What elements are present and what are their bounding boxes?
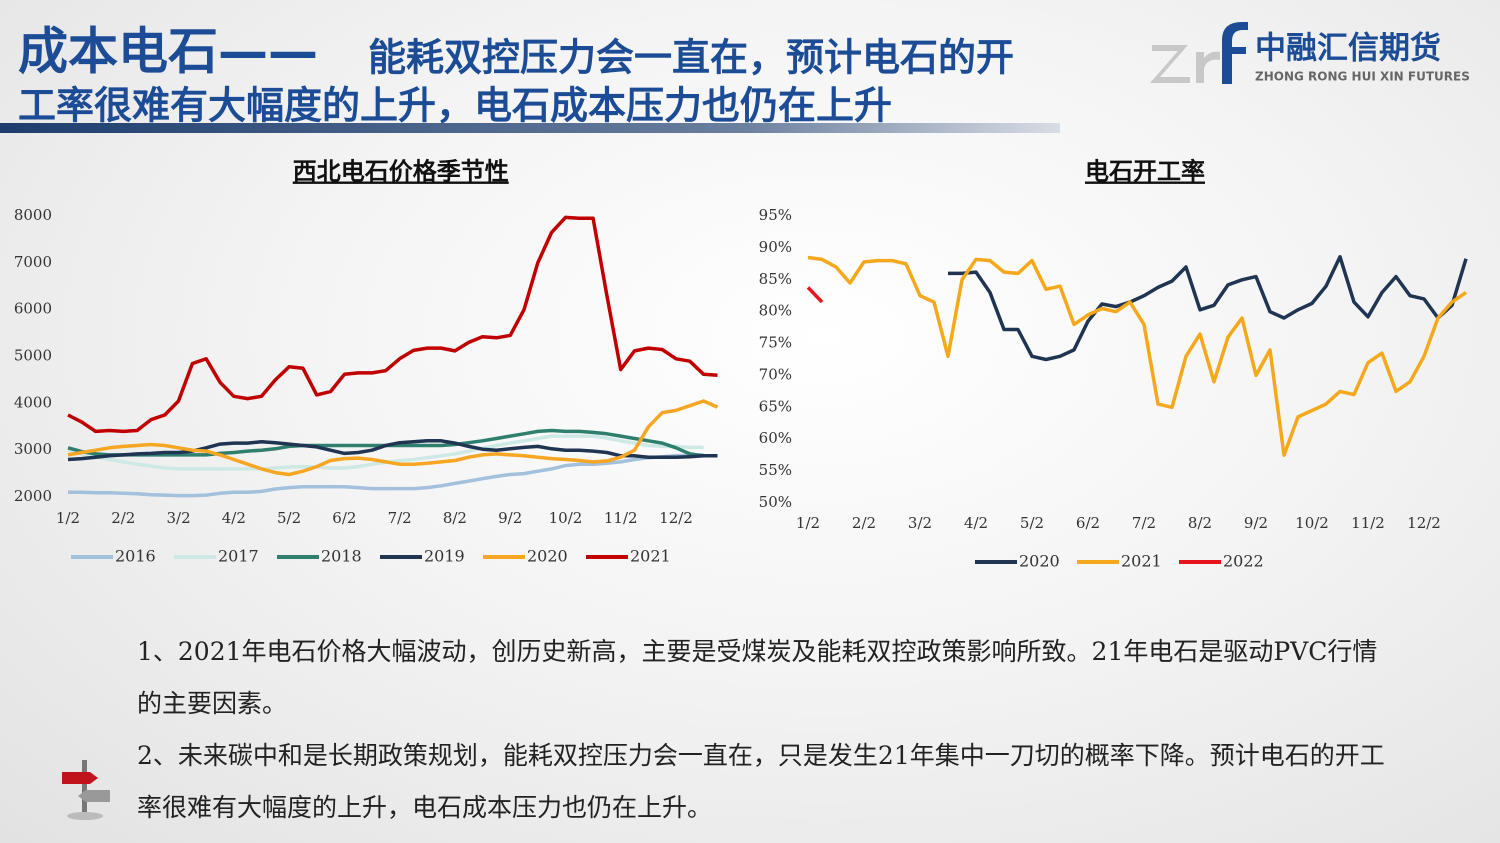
x-tick-label: 11/2 — [604, 509, 638, 527]
company-name-en: ZHONG RONG HUI XIN FUTURES — [1255, 70, 1470, 84]
y-tick-label: 4000 — [14, 393, 52, 411]
series-line — [68, 453, 704, 498]
x-tick-label: 3/2 — [166, 509, 190, 527]
x-tick-label: 2/2 — [111, 509, 135, 527]
x-tick-label: 8/2 — [1188, 514, 1212, 532]
x-tick-label: 9/2 — [1244, 514, 1268, 532]
y-tick-label: 80% — [759, 302, 792, 320]
legend-label: 2020 — [527, 547, 568, 566]
y-tick-label: 95% — [759, 206, 792, 224]
y-tick-label: 3000 — [14, 440, 52, 458]
x-tick-label: 6/2 — [332, 509, 356, 527]
legend-label: 2017 — [218, 547, 259, 566]
x-tick-label: 7/2 — [388, 509, 412, 527]
logo-mark — [1150, 22, 1248, 84]
y-tick-label: 5000 — [14, 347, 52, 365]
x-tick-label: 8/2 — [443, 509, 467, 527]
x-tick-label: 7/2 — [1132, 514, 1156, 532]
legend-label: 2018 — [321, 547, 362, 566]
y-tick-label: 7000 — [14, 253, 52, 271]
x-tick-label: 5/2 — [1020, 514, 1044, 532]
y-tick-label: 75% — [759, 334, 792, 352]
y-tick-label: 50% — [759, 493, 792, 511]
x-tick-label: 1/2 — [56, 509, 80, 527]
y-tick-label: 6000 — [14, 300, 52, 318]
x-tick-label: 10/2 — [549, 509, 583, 527]
y-tick-label: 90% — [759, 238, 792, 256]
note: 2、未来碳中和是长期政策规划，能耗双控压力会一直在，只是发生21年集中一刀切的概… — [137, 741, 1385, 822]
series-line — [806, 286, 824, 304]
legend-label: 2022 — [1223, 552, 1264, 571]
series-line — [67, 215, 718, 434]
x-tick-label: 12/2 — [659, 509, 693, 527]
legend-label: 2016 — [115, 547, 156, 566]
legend-label: 2020 — [1019, 552, 1060, 571]
company-name: 中融汇信期货 — [1255, 31, 1441, 67]
y-tick-label: 65% — [759, 397, 792, 415]
y-tick-label: 8000 — [14, 206, 52, 224]
note: 1、2021年电石价格大幅波动，创历史新高，主要是受煤炭及能耗双控政策影响所致。… — [137, 637, 1378, 718]
series-line — [67, 399, 719, 477]
series-line — [948, 255, 1468, 362]
x-tick-label: 4/2 — [964, 514, 988, 532]
legend-label: 2019 — [424, 547, 465, 566]
x-tick-label: 9/2 — [498, 509, 522, 527]
title-line: 能耗双控压力会一直在，预计电石的开 — [368, 36, 1014, 80]
x-tick-label: 4/2 — [222, 509, 246, 527]
series-line — [67, 439, 718, 462]
x-tick-label: 5/2 — [277, 509, 301, 527]
y-tick-label: 55% — [759, 461, 792, 479]
x-tick-label: 3/2 — [908, 514, 932, 532]
x-tick-label: 12/2 — [1407, 514, 1441, 532]
notes: 1、2021年电石价格大幅波动，创历史新高，主要是受煤炭及能耗双控政策影响所致。… — [137, 626, 1387, 834]
x-tick-label: 10/2 — [1295, 514, 1329, 532]
series-line — [807, 255, 1467, 457]
x-tick-label: 6/2 — [1076, 514, 1100, 532]
title-line: 工率很难有大幅度的上升，电石成本压力也仍在上升 — [18, 84, 892, 128]
x-tick-label: 2/2 — [852, 514, 876, 532]
legend-label: 2021 — [630, 547, 671, 566]
signpost-icon — [62, 760, 110, 820]
x-tick-label: 11/2 — [1351, 514, 1385, 532]
x-tick-label: 1/2 — [796, 514, 820, 532]
legend-label: 2021 — [1121, 552, 1162, 571]
chart-title: 西北电石价格季节性 — [293, 157, 509, 186]
y-tick-label: 70% — [759, 365, 792, 383]
y-tick-label: 60% — [759, 429, 792, 447]
header-bar — [0, 123, 1060, 133]
chart-title: 电石开工率 — [1085, 157, 1205, 186]
y-tick-label: 2000 — [14, 487, 52, 505]
title-lead: 成本电石—— — [18, 23, 318, 81]
y-tick-label: 85% — [759, 270, 792, 288]
